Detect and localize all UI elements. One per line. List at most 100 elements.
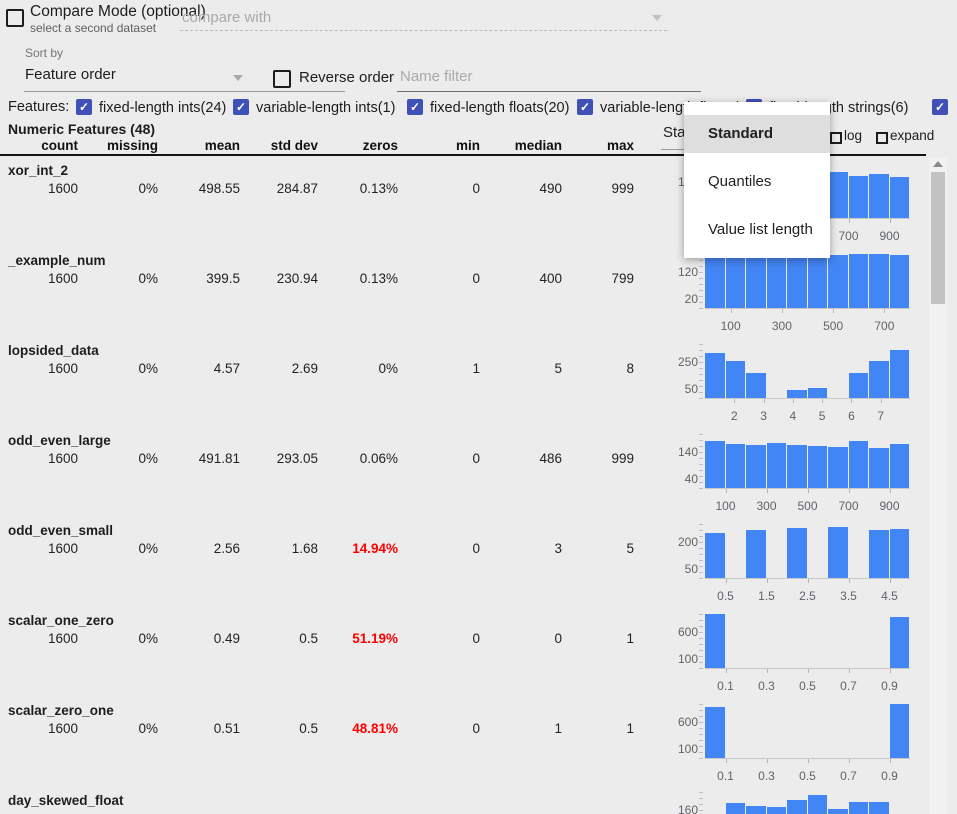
stat-count: 1600 — [47, 361, 78, 376]
stat-mean: 0.51 — [213, 721, 240, 736]
compare-with-dropdown-arrow-icon — [652, 15, 662, 21]
x-axis-tick — [766, 489, 768, 493]
stat-max: 1 — [626, 721, 634, 736]
x-axis-line — [705, 308, 910, 309]
stat-count: 1600 — [47, 181, 78, 196]
histogram-bar — [828, 447, 848, 488]
name-filter-input[interactable]: Name filter — [400, 68, 473, 85]
reverse-order-checkbox[interactable] — [273, 70, 291, 88]
feature-name: _example_num — [8, 253, 106, 268]
histogram-bar — [746, 445, 766, 488]
stat-median: 1 — [554, 721, 562, 736]
stat-min: 0 — [472, 451, 480, 466]
x-axis-tick-label: 4 — [789, 409, 797, 423]
y-axis-tick-label: 100 — [677, 742, 698, 756]
x-axis-tick-label: 0.7 — [840, 679, 857, 693]
x-axis-line — [705, 398, 910, 399]
histogram-bar — [746, 806, 766, 814]
sort-select-underline — [24, 91, 345, 92]
y-axis-tick-label: 50 — [684, 562, 698, 576]
histogram-bar — [848, 373, 868, 398]
feature-filter-checkbox-6[interactable] — [932, 99, 948, 115]
x-axis-tick — [848, 579, 850, 583]
x-axis-tick — [792, 399, 794, 403]
histogram-bar — [889, 350, 909, 398]
feature-name: scalar_one_zero — [8, 613, 114, 628]
feature-filter-checkbox-1[interactable] — [76, 99, 92, 115]
sort-select-value[interactable]: Feature order — [25, 66, 116, 83]
histogram-bar — [725, 444, 745, 488]
compare-with-select[interactable]: compare with — [182, 9, 272, 26]
compare-mode-title: Compare Mode (optional) — [30, 3, 206, 20]
stat-median: 5 — [554, 361, 562, 376]
x-axis-tick-label: 100 — [715, 499, 736, 513]
x-axis-tick-label: 700 — [838, 499, 859, 513]
histogram-bar — [766, 254, 786, 308]
histogram-bar — [828, 527, 848, 578]
stat-mean: 2.56 — [213, 541, 240, 556]
feature-filter-label-1[interactable]: fixed-length ints(24) — [99, 100, 227, 116]
scrollbar-track[interactable] — [929, 158, 947, 814]
feature-filter-checkbox-2[interactable] — [233, 99, 249, 115]
stat-count: 1600 — [47, 271, 78, 286]
features-label: Features: — [8, 99, 70, 115]
menu-item-value-list-length[interactable]: Value list length — [708, 221, 813, 238]
y-axis-tick-label: 600 — [677, 715, 698, 729]
feature-filter-checkbox-3[interactable] — [407, 99, 423, 115]
stat-max: 799 — [611, 271, 634, 286]
x-axis-tick — [725, 579, 727, 583]
x-axis-tick — [725, 759, 727, 763]
stat-median: 3 — [554, 541, 562, 556]
stat-min: 0 — [472, 271, 480, 286]
x-axis-tick — [766, 669, 768, 673]
histogram-bar — [807, 388, 827, 398]
scrollbar-thumb[interactable] — [931, 172, 945, 304]
feature-filter-checkbox-4[interactable] — [577, 99, 593, 115]
stat-min: 0 — [472, 631, 480, 646]
x-axis-tick — [781, 309, 783, 313]
histogram-bar — [705, 254, 725, 308]
x-axis-tick — [807, 579, 809, 583]
menu-item-quantiles[interactable]: Quantiles — [708, 173, 772, 190]
stat-missing: 0% — [138, 631, 158, 646]
x-axis-tick-label: 100 — [720, 319, 741, 333]
feature-filter-label-3[interactable]: fixed-length floats(20) — [430, 100, 570, 116]
sort-dropdown-arrow-icon — [233, 75, 243, 81]
expand-checkbox[interactable] — [876, 132, 888, 144]
y-axis-ticks — [699, 614, 703, 669]
histogram-bar — [869, 448, 889, 488]
histogram-bar — [725, 361, 745, 398]
y-axis-tick-label: 50 — [684, 382, 698, 396]
stat-min: 0 — [472, 541, 480, 556]
histogram-bar — [766, 807, 786, 814]
histogram-bar — [848, 802, 868, 814]
stat-missing: 0% — [138, 181, 158, 196]
x-axis-tick-label: 0.1 — [717, 679, 734, 693]
histogram-bar — [848, 254, 868, 308]
feature-name: xor_int_2 — [8, 163, 69, 178]
x-axis-tick-label: 2.5 — [799, 589, 816, 603]
menu-item-standard[interactable]: Standard — [684, 115, 830, 153]
feature-filter-label-2[interactable]: variable-length ints(1) — [256, 100, 396, 116]
column-header-median: median — [514, 138, 562, 153]
compare-mode-subtitle: select a second dataset — [30, 21, 157, 35]
scrollbar-up-arrow-icon[interactable] — [933, 161, 943, 167]
log-checkbox[interactable] — [830, 132, 842, 144]
log-label: log — [844, 128, 863, 143]
histogram-bar — [787, 445, 807, 488]
compare-mode-checkbox[interactable] — [6, 9, 24, 27]
feature-name: odd_even_large — [8, 433, 111, 448]
x-axis-tick — [807, 669, 809, 673]
x-axis-tick-label: 300 — [756, 499, 777, 513]
histogram-bar — [787, 528, 807, 578]
x-axis-tick-label: 0.1 — [717, 769, 734, 783]
histogram-bar — [889, 529, 909, 578]
histogram-bar — [828, 172, 848, 218]
y-axis-ticks — [699, 254, 703, 309]
histogram-bar — [869, 802, 889, 814]
x-axis-tick-label: 1.5 — [758, 589, 775, 603]
histogram-bar — [828, 809, 848, 814]
column-header-std-dev: std dev — [270, 138, 318, 153]
x-axis-tick — [725, 669, 727, 673]
